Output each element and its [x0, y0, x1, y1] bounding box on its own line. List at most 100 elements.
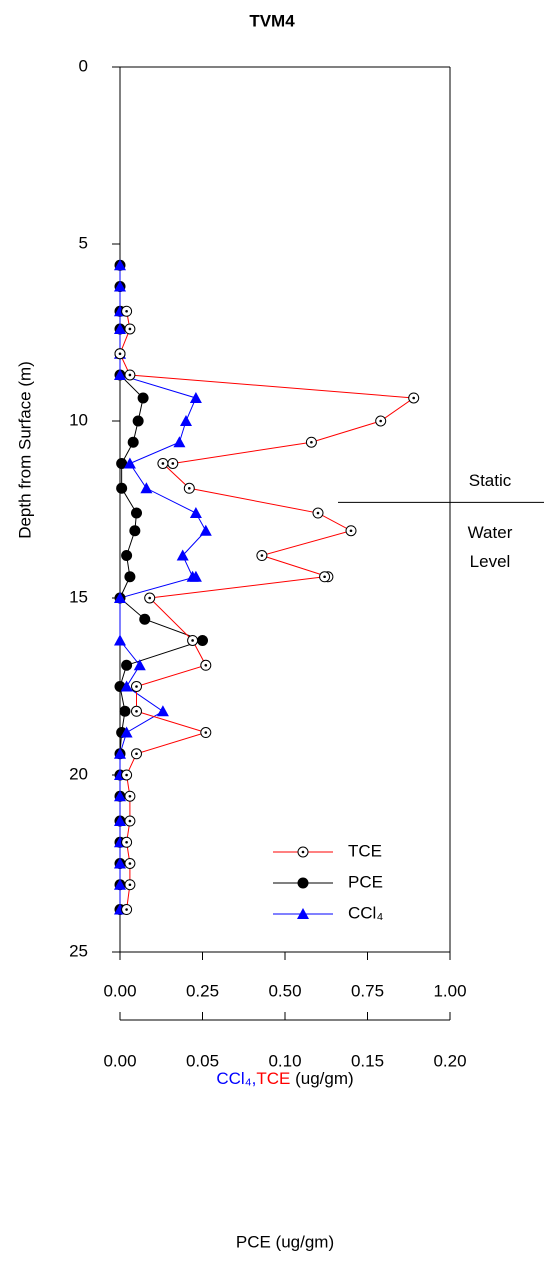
data-point: [176, 549, 189, 561]
x-tick-label: 1.00: [433, 981, 466, 1000]
x2-tick-label: 0.15: [351, 1051, 384, 1070]
x2-tick-label: 0.10: [268, 1051, 301, 1070]
marker-center: [204, 663, 208, 667]
x2-tick-label: 0.05: [186, 1051, 219, 1070]
data-point: [189, 570, 202, 582]
chart-title: TVM4: [249, 11, 295, 30]
series-line: [119, 265, 207, 910]
data-point: [114, 280, 126, 292]
y-tick-label: 25: [69, 941, 88, 960]
data-point: [139, 613, 151, 625]
data-point: [120, 726, 133, 738]
marker-center: [125, 908, 128, 911]
marker-center: [412, 396, 416, 400]
y-tick-label: 10: [69, 410, 88, 429]
marker-center: [135, 709, 138, 713]
data-point: [114, 790, 126, 802]
marker-center: [310, 440, 313, 444]
data-point: [180, 415, 192, 426]
data-point: [114, 322, 126, 334]
marker-center: [148, 596, 151, 600]
x-tick-label: 0.00: [103, 981, 136, 1000]
marker-center: [128, 883, 132, 887]
data-point: [114, 747, 126, 759]
legend-marker: [297, 877, 309, 889]
marker-center: [204, 731, 208, 734]
series-line: [119, 311, 416, 910]
x-axis-label: CCl₄,TCE (ug/gm): [216, 1069, 353, 1088]
data-point: [120, 680, 133, 692]
data-point: [123, 457, 136, 469]
marker-center: [323, 575, 326, 579]
data-point: [114, 815, 126, 827]
marker-center: [301, 850, 305, 854]
data-point: [121, 550, 133, 562]
marker-center: [128, 373, 132, 377]
marker-center: [379, 419, 383, 423]
marker-center: [260, 554, 264, 557]
data-point: [114, 857, 126, 869]
data-point: [114, 878, 126, 890]
data-point: [197, 634, 208, 646]
data-point: [132, 415, 144, 427]
data-point: [114, 368, 126, 380]
marker-center: [135, 752, 138, 756]
legend-label: TCE: [348, 841, 382, 860]
data-point: [173, 436, 186, 448]
marker-center: [125, 309, 128, 313]
data-point: [116, 482, 128, 494]
water-level-label: Static: [469, 471, 512, 490]
water-level-label: Water: [468, 523, 513, 542]
y-tick-label: 20: [69, 764, 88, 783]
x-tick-label: 0.75: [351, 981, 384, 1000]
y-tick-label: 0: [79, 56, 88, 75]
marker-center: [128, 327, 132, 331]
marker-center: [128, 862, 132, 865]
data-point: [114, 259, 126, 271]
marker-center: [125, 840, 128, 844]
data-point: [119, 705, 131, 717]
y-axis-label: Depth from Surface (m): [15, 361, 34, 539]
water-level-label: Level: [470, 552, 511, 571]
data-point: [199, 524, 212, 536]
data-point: [189, 507, 202, 519]
marker-center: [188, 486, 191, 490]
x-label-part: (ug/gm): [295, 1069, 354, 1088]
y-tick-label: 5: [79, 233, 88, 252]
marker-center: [171, 462, 175, 465]
series-line: [119, 265, 205, 910]
data-point: [189, 391, 202, 403]
data-point: [140, 482, 153, 494]
marker-center: [118, 352, 122, 356]
marker-center: [161, 462, 165, 465]
marker-center: [316, 511, 320, 515]
x-tick-label: 0.50: [268, 981, 301, 1000]
data-point: [131, 507, 142, 519]
legend-label: PCE: [348, 872, 383, 891]
data-point: [121, 659, 133, 671]
x2-tick-label: 0.00: [103, 1051, 136, 1070]
marker-center: [125, 773, 128, 777]
data-point: [114, 592, 126, 603]
y-tick-label: 15: [69, 587, 88, 606]
x-tick-label: 0.25: [186, 981, 219, 1000]
marker-center: [349, 529, 353, 533]
data-point: [116, 457, 128, 469]
legend-marker: [297, 908, 309, 919]
data-point: [129, 525, 141, 537]
legend-label: CCl₄: [348, 903, 383, 922]
marker-center: [128, 819, 132, 823]
marker-center: [191, 639, 194, 642]
data-point: [133, 659, 146, 671]
data-point: [156, 705, 169, 717]
data-point: [127, 436, 139, 448]
data-point: [124, 571, 136, 583]
x2-axis-label: PCE (ug/gm): [236, 1232, 334, 1251]
x-label-part: TCE: [256, 1069, 290, 1088]
marker-center: [128, 794, 132, 798]
x-label-part: CCl₄,: [216, 1069, 256, 1088]
data-point: [114, 634, 126, 646]
data-point: [137, 392, 149, 404]
x2-tick-label: 0.20: [433, 1051, 466, 1070]
